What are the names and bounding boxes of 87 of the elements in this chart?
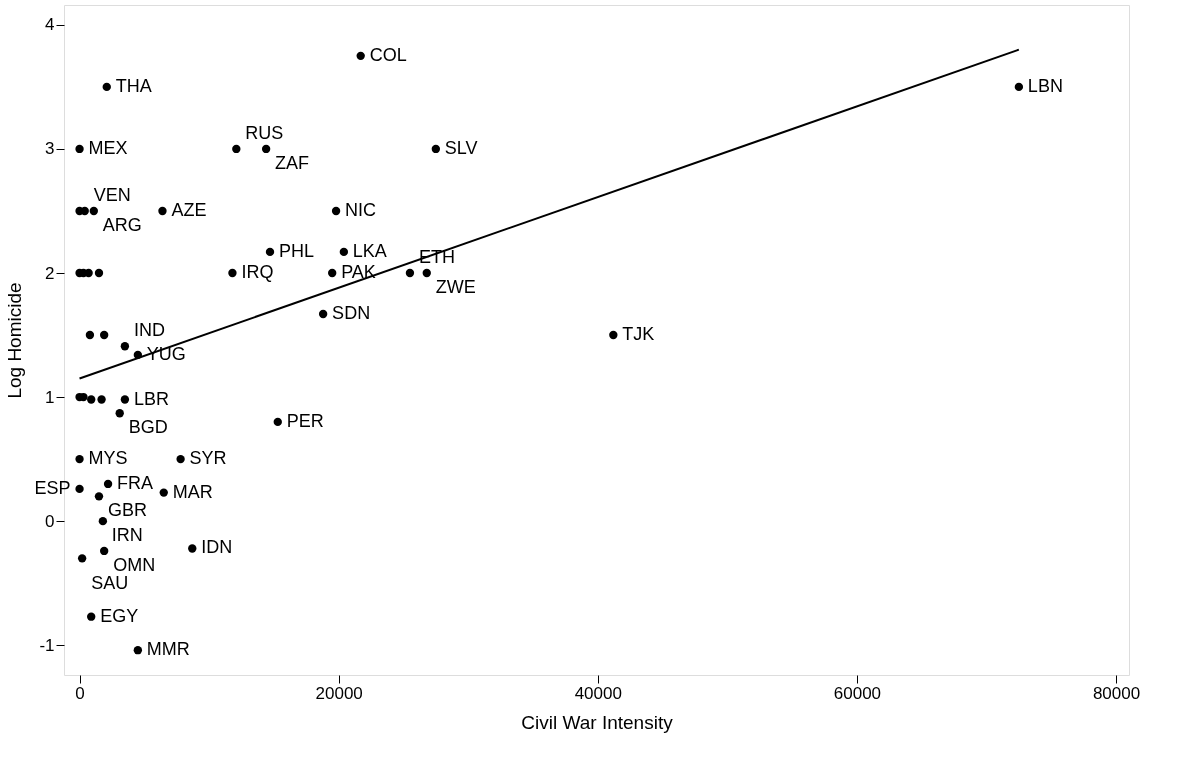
annotation: RUS xyxy=(245,122,284,143)
x-axis-title: Civil War Intensity xyxy=(521,711,674,733)
point xyxy=(99,330,109,340)
annotation: ARG xyxy=(102,214,142,235)
annotation: SLV xyxy=(444,137,478,158)
point xyxy=(87,395,96,404)
annotation: AZE xyxy=(171,199,207,220)
annotation: ESP xyxy=(34,477,71,498)
annotation: OMN xyxy=(113,554,156,575)
y-tick-label: 2 xyxy=(45,263,55,283)
point xyxy=(102,82,111,92)
point xyxy=(1014,82,1024,92)
point xyxy=(405,268,415,278)
point xyxy=(328,268,337,278)
point xyxy=(98,516,108,526)
point xyxy=(115,409,124,418)
point xyxy=(97,395,106,404)
annotation: SYR xyxy=(189,448,227,469)
annotation: MYS xyxy=(88,448,128,469)
annotation: IRQ xyxy=(241,262,274,282)
annotation: MMR xyxy=(146,639,190,660)
annotation: SDN xyxy=(332,302,371,323)
point xyxy=(133,646,143,655)
x-tick-label: 60000 xyxy=(833,683,882,703)
point xyxy=(318,309,328,319)
point xyxy=(77,554,87,563)
point xyxy=(356,51,365,61)
x-tick-label: 40000 xyxy=(574,683,622,703)
point xyxy=(120,342,130,351)
point xyxy=(120,395,130,404)
annotation: FRA xyxy=(117,472,154,493)
y-tick-label: 0 xyxy=(45,511,55,531)
annotation: SAU xyxy=(91,573,129,594)
annotation: IND xyxy=(133,320,165,341)
y-axis-title: Log Homicide xyxy=(4,282,26,399)
point xyxy=(339,247,349,257)
point xyxy=(75,454,84,464)
point xyxy=(94,492,104,501)
annotation: PER xyxy=(286,410,324,431)
y-tick-label: 3 xyxy=(45,139,55,159)
annotation: MAR xyxy=(172,481,213,502)
point xyxy=(609,330,618,340)
point xyxy=(431,144,441,154)
annotation: ZWE xyxy=(435,277,476,297)
y-tick-label: -1 xyxy=(39,635,55,655)
point xyxy=(103,479,113,489)
point xyxy=(158,206,167,216)
annotation: LBR xyxy=(133,388,169,409)
point xyxy=(331,206,341,216)
point xyxy=(176,454,185,464)
x-tick-label: 20000 xyxy=(315,683,363,703)
point xyxy=(273,417,282,427)
point xyxy=(99,546,109,556)
annotation: ZAF xyxy=(275,152,310,173)
annotation: GBR xyxy=(107,500,147,521)
point xyxy=(87,612,96,621)
annotation: LKA xyxy=(352,240,387,261)
point xyxy=(188,544,197,553)
annotation: IDN xyxy=(201,537,233,558)
point xyxy=(75,484,84,494)
annotation: VEN xyxy=(93,184,131,205)
annotation: BGD xyxy=(128,417,168,438)
point xyxy=(89,206,98,216)
annotation: IRN xyxy=(111,525,143,546)
annotation: YUG xyxy=(146,343,186,364)
annotation: COL xyxy=(369,44,407,65)
point xyxy=(232,144,241,154)
annotation: THA xyxy=(115,75,152,96)
annotation: TJK xyxy=(622,324,655,345)
point xyxy=(94,268,104,278)
point xyxy=(265,247,275,257)
y-tick-label: 4 xyxy=(45,15,55,35)
y-tick-label: 1 xyxy=(45,387,55,407)
point xyxy=(422,268,431,278)
annotation: MEX xyxy=(88,137,128,158)
point xyxy=(261,144,271,154)
x-tick-label: 80000 xyxy=(1092,683,1141,703)
point xyxy=(85,330,95,340)
annotation: NIC xyxy=(345,199,377,220)
point xyxy=(228,268,237,278)
x-tick-label: 0 xyxy=(75,683,85,703)
annotation: PHL xyxy=(279,240,315,261)
point xyxy=(159,488,168,497)
annotation: LBN xyxy=(1027,75,1063,96)
annotation: PAK xyxy=(341,262,376,282)
point xyxy=(75,144,84,154)
annotation: EGY xyxy=(100,605,139,626)
